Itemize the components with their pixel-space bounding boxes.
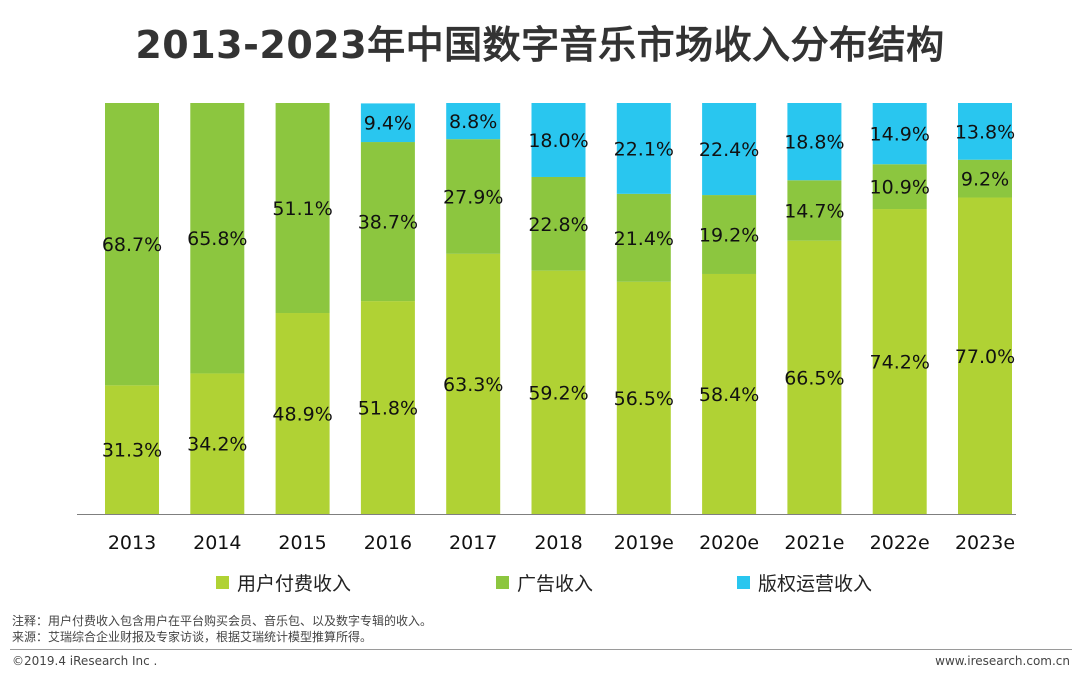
x-tick-label: 2013 — [108, 532, 156, 554]
bar-segment — [531, 176, 586, 271]
bar-segment — [787, 103, 842, 181]
data-label: 13.8% — [955, 121, 1015, 143]
data-label: 22.1% — [614, 138, 674, 160]
data-label: 51.1% — [272, 198, 332, 220]
data-label: 31.3% — [102, 440, 162, 462]
bar-segment — [872, 164, 927, 210]
x-tick-label: 2023e — [955, 532, 1015, 554]
legend-label: 用户付费收入 — [237, 573, 352, 595]
bar-segment — [275, 103, 330, 314]
bar-segment — [446, 253, 501, 514]
footer-divider — [10, 649, 1072, 650]
x-tick-label: 2020e — [699, 532, 759, 554]
bar-segment — [872, 103, 927, 165]
note-text: 注释：用户付费收入包含用户在平台购买会员、音乐包、以及数字专辑的收入。 — [12, 614, 433, 628]
bar-segment — [446, 103, 501, 140]
data-label: 8.8% — [449, 111, 497, 133]
data-label: 18.0% — [528, 130, 588, 152]
bar-segment — [531, 103, 586, 177]
website-link[interactable]: www.iresearch.com.cn — [935, 654, 1070, 668]
data-label: 21.4% — [614, 228, 674, 250]
x-tick-label: 2015 — [278, 532, 326, 554]
bar-segment — [616, 103, 671, 194]
stacked-bar-chart: 31.3% 68.7% 2013 34.2% 65.8% 2014 48.9% 51.1% 20… — [77, 103, 1016, 554]
x-tick-label: 2014 — [193, 532, 241, 554]
data-label: 63.3% — [443, 374, 503, 396]
legend-label: 广告收入 — [517, 573, 594, 595]
legend-item-copyright: 版权运营收入 — [737, 569, 872, 596]
data-label: 14.7% — [784, 200, 844, 222]
data-label: 10.9% — [870, 177, 930, 199]
x-tick-label: 2022e — [870, 532, 930, 554]
bar-segment — [531, 270, 586, 514]
legend-item-advertising: 广告收入 — [496, 569, 593, 596]
chart-title: 2013-2023年中国数字音乐市场收入分布结构 — [135, 23, 945, 67]
data-label: 77.0% — [955, 346, 1015, 368]
data-label: 34.2% — [187, 434, 247, 456]
bar-segment — [105, 385, 159, 514]
data-label: 27.9% — [443, 187, 503, 209]
bar-segment — [616, 193, 671, 282]
x-tick-label: 2016 — [364, 532, 412, 554]
bar-segment — [446, 139, 501, 254]
bar-segment — [702, 195, 757, 274]
bar-segment — [787, 180, 842, 241]
bar-segment — [872, 209, 927, 514]
chart-notes: 注释：用户付费收入包含用户在平台购买会员、音乐包、以及数字专辑的收入。 来源：艾… — [12, 613, 432, 645]
data-label: 65.8% — [187, 228, 247, 250]
data-label: 66.5% — [784, 367, 844, 389]
legend-swatch — [216, 576, 229, 589]
bar-segment — [702, 273, 757, 514]
bar-segment — [190, 103, 245, 374]
bar-segment — [190, 373, 245, 514]
data-label: 51.8% — [358, 398, 418, 420]
data-label: 58.4% — [699, 384, 759, 406]
bar-segment — [787, 240, 842, 514]
data-label: 18.8% — [784, 132, 844, 154]
data-label: 56.5% — [614, 388, 674, 410]
data-label: 48.9% — [272, 404, 332, 426]
data-label: 9.4% — [364, 113, 412, 135]
x-tick-label: 2019e — [614, 532, 674, 554]
bar-segment — [360, 301, 415, 514]
data-label: 68.7% — [102, 234, 162, 256]
bar-segment — [105, 103, 159, 386]
legend-swatch — [496, 576, 509, 589]
data-label: 74.2% — [870, 352, 930, 374]
x-tick-label: 2018 — [534, 532, 582, 554]
legend-swatch — [737, 576, 750, 589]
data-label: 38.7% — [358, 212, 418, 234]
chart-legend: 用户付费收入 广告收入 版权运营收入 — [0, 569, 1080, 595]
data-label: 19.2% — [699, 225, 759, 247]
bar-segment — [360, 103, 415, 143]
legend-item-user-payment: 用户付费收入 — [216, 569, 351, 596]
x-tick-label: 2017 — [449, 532, 497, 554]
bar-segment — [275, 313, 330, 514]
data-label: 22.8% — [528, 214, 588, 236]
bar-segment — [616, 281, 671, 514]
data-label: 9.2% — [961, 169, 1009, 191]
bar-segment — [958, 159, 1012, 198]
copyright-text: ©2019.4 iResearch Inc . — [12, 654, 158, 668]
data-label: 59.2% — [528, 382, 588, 404]
bar-segment — [958, 197, 1012, 514]
data-label: 22.4% — [699, 139, 759, 161]
bar-segment — [360, 142, 415, 302]
x-tick-label: 2021e — [784, 532, 844, 554]
bar-segment — [702, 103, 757, 196]
bar-segment — [958, 103, 1012, 160]
legend-label: 版权运营收入 — [758, 573, 873, 595]
data-label: 14.9% — [870, 124, 930, 146]
source-text: 来源：艾瑞综合企业财报及专家访谈，根据艾瑞统计模型推算所得。 — [12, 630, 373, 644]
